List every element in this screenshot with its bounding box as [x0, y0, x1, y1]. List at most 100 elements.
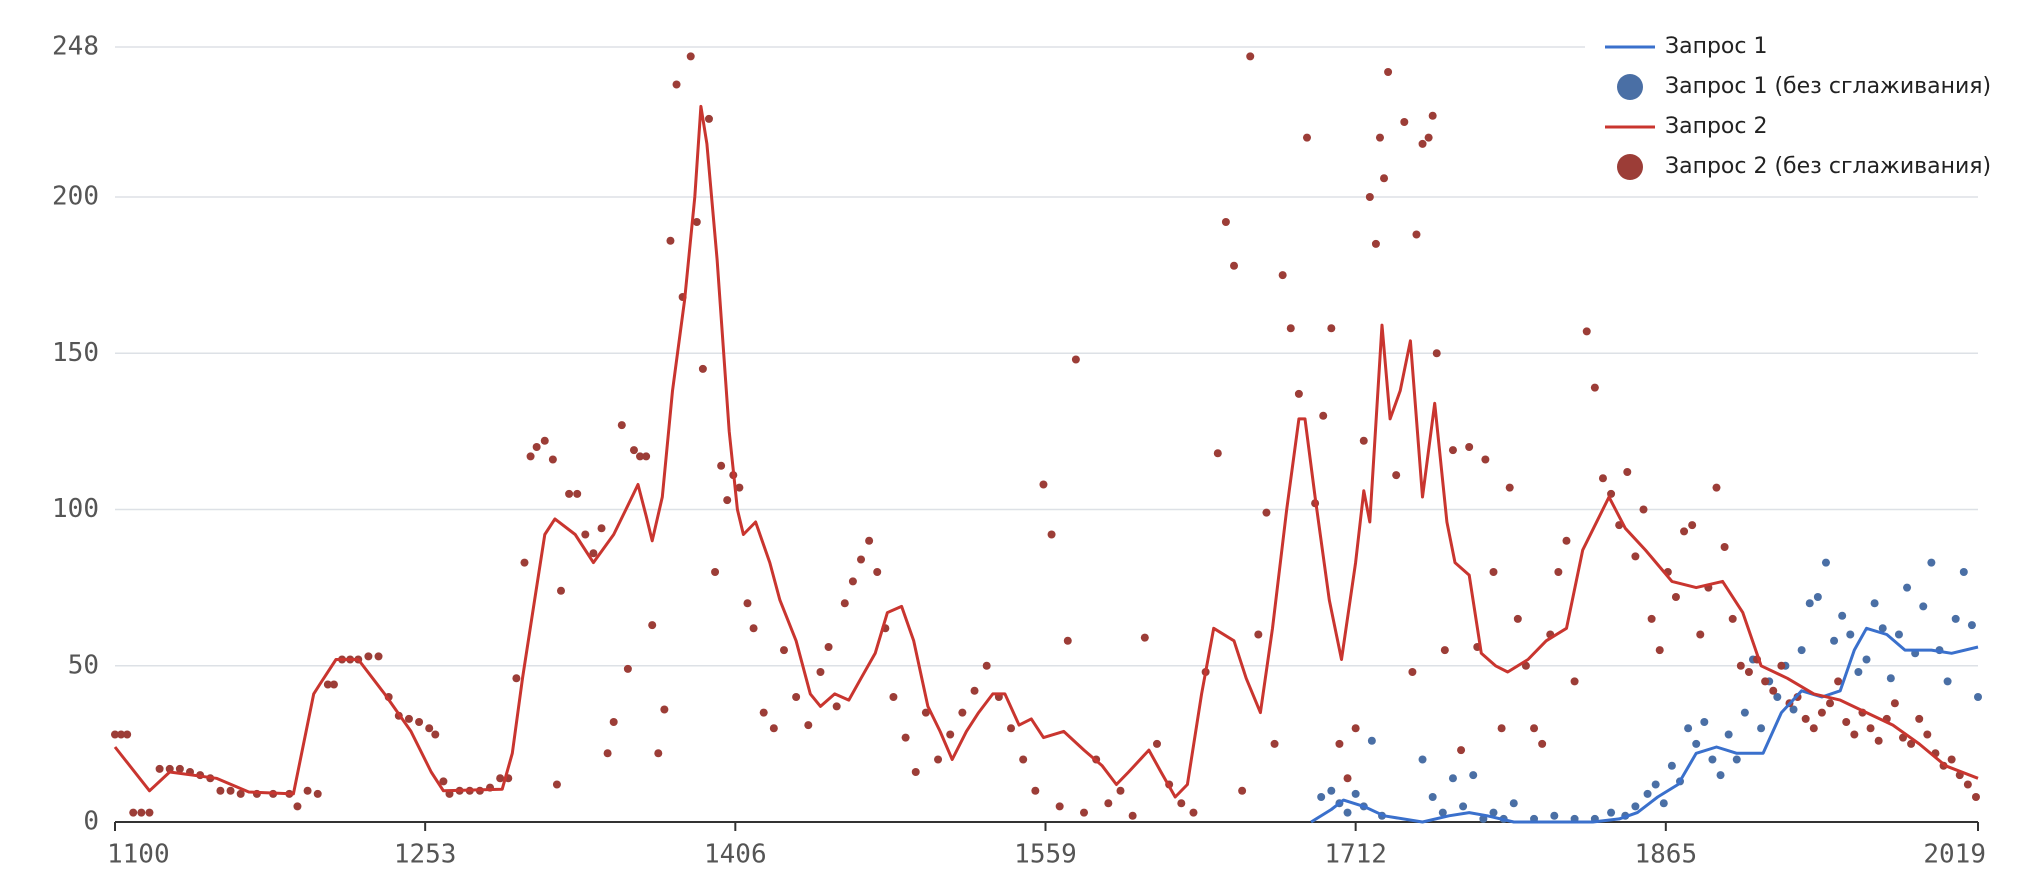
scatter-point: [1684, 724, 1693, 733]
scatter-point: [1963, 780, 1972, 789]
scatter-point: [934, 755, 943, 764]
scatter-point: [1457, 746, 1466, 755]
scatter-point: [1116, 786, 1125, 795]
scatter-point: [540, 436, 549, 445]
scatter-point: [1898, 733, 1907, 742]
scatter-point: [1680, 527, 1689, 536]
scatter-point: [1732, 755, 1741, 764]
scatter-point: [1538, 739, 1547, 748]
scatter-point: [1375, 133, 1384, 142]
scatter-point: [1923, 730, 1932, 739]
scatter-point: [865, 536, 874, 545]
scatter-point: [1489, 808, 1498, 817]
y-tick-label: 200: [52, 182, 99, 212]
scatter-point: [1128, 811, 1137, 820]
scatter-point: [873, 568, 882, 576]
scatter-point: [1238, 786, 1247, 795]
scatter-point: [711, 568, 720, 576]
scatter-point: [1007, 724, 1016, 733]
scatter-point: [857, 555, 866, 564]
scatter-point: [1842, 718, 1851, 726]
scatter-point: [1967, 621, 1976, 630]
scatter-point: [1951, 614, 1960, 623]
scatter-point: [1708, 755, 1717, 764]
scatter-point: [1554, 568, 1563, 576]
scatter-point: [1489, 568, 1498, 576]
scatter-point: [1773, 693, 1782, 701]
scatter-point: [111, 730, 119, 739]
scatter-point: [1570, 677, 1579, 686]
scatter-point: [1055, 802, 1064, 811]
scatter-point: [1870, 599, 1879, 608]
scatter-point: [565, 489, 574, 498]
scatter-point: [1631, 552, 1640, 561]
scatter-point: [1971, 793, 1980, 801]
scatter-point: [1862, 655, 1871, 664]
scatter-point: [1177, 799, 1186, 808]
scatter-point: [901, 733, 910, 742]
scatter-point: [1367, 736, 1376, 745]
scatter-point: [1740, 708, 1749, 717]
scatter-point: [1643, 789, 1652, 798]
legend-swatch: [1617, 154, 1643, 180]
scatter-point: [374, 652, 383, 661]
scatter-point: [1838, 611, 1847, 620]
scatter-point: [1530, 724, 1539, 733]
scatter-point: [1651, 780, 1660, 789]
scatter-point: [532, 443, 541, 451]
scatter-point: [1509, 799, 1518, 808]
scatter-point: [1063, 636, 1072, 645]
scatter-point: [1866, 724, 1875, 733]
scatter-point: [609, 718, 618, 726]
scatter-point: [1846, 630, 1855, 639]
line: [113, 104, 1979, 799]
scatter-point: [911, 768, 920, 776]
scatter-point: [660, 705, 669, 714]
scatter-point: [759, 708, 768, 717]
scatter-point: [1647, 614, 1656, 623]
scatter-point: [1039, 480, 1048, 489]
scatter-point: [769, 724, 778, 733]
scatter-point: [1850, 730, 1859, 739]
scatter-point: [1418, 755, 1427, 764]
scatter-point: [1400, 118, 1409, 126]
scatter-point: [1481, 455, 1490, 464]
scatter-point: [439, 777, 448, 786]
scatter-point: [1915, 714, 1924, 723]
scatter-point: [717, 461, 726, 470]
scatter-point: [1598, 474, 1607, 483]
scatter-point: [1071, 355, 1080, 364]
scatter-point: [1582, 327, 1591, 336]
scatter-point: [1412, 230, 1421, 239]
scatter-point: [735, 483, 744, 492]
scatter-point: [1246, 52, 1255, 61]
scatter-point: [1189, 808, 1198, 817]
scatter-point: [1671, 593, 1680, 601]
scatter-point: [512, 674, 521, 683]
scatter-point: [1826, 699, 1835, 708]
scatter-point: [1801, 714, 1810, 723]
scatter-point: [1631, 802, 1640, 811]
y-tick-label: 150: [52, 338, 99, 368]
scatter-point: [1696, 630, 1705, 639]
scatter-point: [364, 652, 373, 661]
scatter-point: [155, 764, 164, 773]
scatter-point: [1428, 793, 1437, 801]
scatter-point: [982, 661, 991, 670]
scatter-point: [1317, 793, 1326, 801]
scatter-point: [129, 808, 138, 817]
scatter-point: [1327, 786, 1336, 795]
scatter-point: [1724, 730, 1733, 739]
x-tick-label: 1406: [704, 840, 767, 870]
scatter-point: [1974, 693, 1982, 701]
scatter-point: [704, 114, 713, 123]
scatter-point: [1440, 646, 1449, 655]
scatter-point: [425, 724, 434, 733]
scatter-point: [1834, 677, 1843, 686]
scatter-point: [1262, 508, 1271, 517]
scatter-point: [1351, 789, 1360, 798]
scatter-point: [1371, 239, 1380, 248]
scatter-point: [556, 586, 565, 595]
scatter-point: [1302, 133, 1311, 142]
